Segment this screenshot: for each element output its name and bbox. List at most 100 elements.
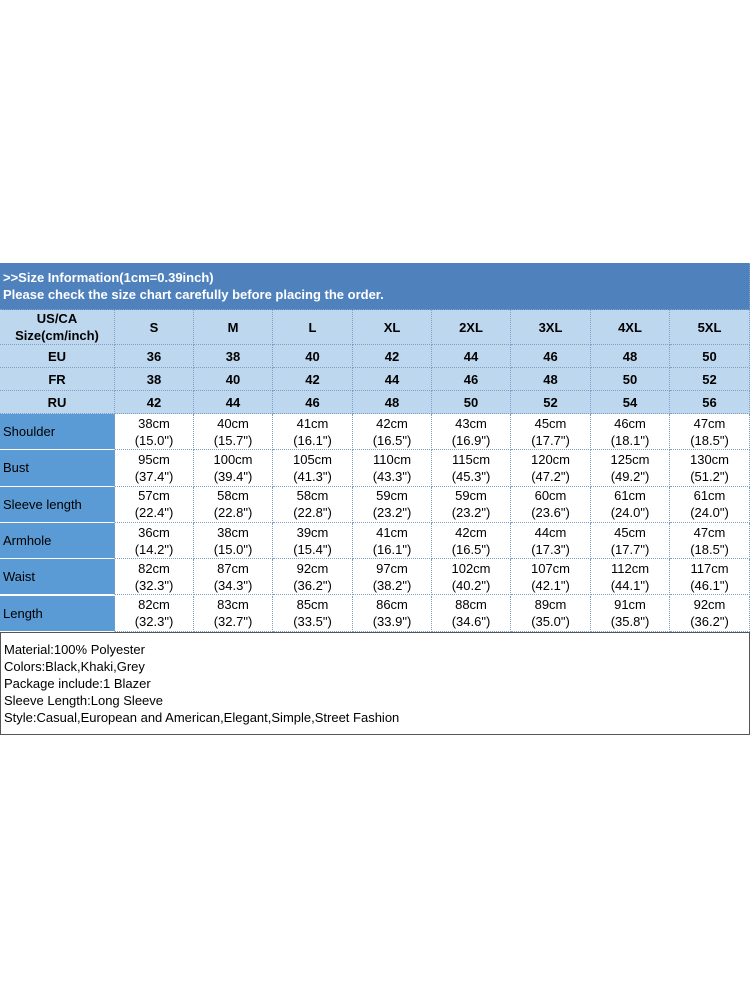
measurement-cell: 41cm (16.1") bbox=[353, 522, 432, 560]
cm-value: 59cm bbox=[376, 488, 408, 504]
size-cell: 2XL bbox=[432, 310, 511, 345]
region-label: FR bbox=[48, 371, 66, 387]
cm-value: 89cm bbox=[534, 597, 567, 613]
region-size-cell: 44 bbox=[353, 368, 432, 391]
corner-cell: US/CA Size(cm/inch) bbox=[0, 310, 115, 345]
cm-value: 44cm bbox=[534, 524, 567, 540]
measurement-cell: 61cm (24.0") bbox=[591, 486, 670, 523]
measurement-label: Armhole bbox=[3, 533, 52, 549]
size-cell: M bbox=[194, 310, 273, 345]
inch-value: (41.3") bbox=[293, 468, 332, 484]
region-size-cell: 38 bbox=[194, 345, 273, 368]
inch-value: (33.5") bbox=[293, 614, 332, 630]
cm-value: 47cm bbox=[693, 415, 726, 431]
inch-value: (16.1") bbox=[293, 432, 332, 448]
inch-value: (46.1") bbox=[690, 577, 729, 593]
measurement-label: Bust bbox=[3, 460, 30, 476]
measurement-cell: 110cm (43.3") bbox=[353, 450, 432, 487]
corner-label: Size(cm/inch) bbox=[15, 328, 99, 343]
inch-value: (40.2") bbox=[451, 577, 491, 593]
cm-value: 115cm bbox=[451, 451, 491, 467]
cm-value: 38cm bbox=[217, 524, 249, 540]
inch-value: (44.1") bbox=[610, 577, 650, 593]
measurement-cell: 38cm (15.0") bbox=[194, 522, 273, 560]
measurement-cell: 47cm (18.5") bbox=[670, 414, 750, 451]
cm-value: 82cm bbox=[138, 560, 170, 576]
cm-value: 82cm bbox=[138, 597, 170, 613]
inch-value: (32.3") bbox=[134, 577, 174, 593]
inch-value: (22.8") bbox=[293, 505, 332, 521]
inch-value: (34.3") bbox=[213, 577, 253, 593]
cm-value: 39cm bbox=[296, 524, 329, 540]
inch-value: (14.2") bbox=[134, 541, 174, 557]
header-line: Please check the size chart carefully be… bbox=[3, 287, 384, 302]
cm-value: 95cm bbox=[138, 451, 170, 467]
inch-value: (32.3") bbox=[134, 614, 174, 630]
cm-value: 92cm bbox=[296, 560, 329, 576]
region-size: 48 bbox=[543, 371, 558, 387]
cm-value: 36cm bbox=[138, 524, 170, 540]
inch-value: (43.3") bbox=[372, 468, 412, 484]
region-label: EU bbox=[47, 348, 67, 364]
region-size: 50 bbox=[622, 371, 638, 387]
region-size: 52 bbox=[543, 394, 558, 410]
header: >>Size Information(1cm=0.39inch) Please c… bbox=[0, 263, 750, 310]
region-size-cell: 52 bbox=[670, 368, 750, 391]
inch-value: (15.4") bbox=[293, 541, 332, 557]
measurement-cell: 58cm (22.8") bbox=[273, 486, 353, 523]
cm-value: 58cm bbox=[217, 488, 249, 504]
region-size-cell: 50 bbox=[432, 391, 511, 414]
cm-value: 83cm bbox=[217, 597, 249, 613]
region-size-cell: 56 bbox=[670, 391, 750, 414]
header-line: >>Size Information(1cm=0.39inch) bbox=[3, 270, 214, 285]
inch-value: (15.7") bbox=[213, 432, 253, 448]
note-line: Style:Casual,European and American,Elega… bbox=[4, 710, 400, 725]
measurement-cell: 57cm (22.4") bbox=[115, 486, 194, 523]
measurement-cell: 59cm (23.2") bbox=[353, 486, 432, 523]
inch-value: (32.7") bbox=[213, 614, 253, 630]
inch-value: (16.1") bbox=[372, 541, 412, 557]
region-size-cell: 40 bbox=[273, 345, 353, 368]
region-size-cell: 44 bbox=[194, 391, 273, 414]
note-line: Colors:Black,Khaki,Grey bbox=[4, 659, 145, 674]
measurement-cell: 88cm (34.6") bbox=[432, 595, 511, 632]
region-size: 44 bbox=[225, 394, 241, 410]
measurement-cell: 115cm (45.3") bbox=[432, 450, 511, 487]
measurement-cell: 120cm (47.2") bbox=[511, 450, 591, 487]
measurement-cell: 38cm (15.0") bbox=[115, 414, 194, 451]
measurement-label: Waist bbox=[3, 569, 36, 585]
region-size: 52 bbox=[702, 371, 717, 387]
corner-label: US/CA bbox=[36, 311, 78, 326]
inch-value: (18.1") bbox=[610, 432, 650, 448]
inch-value: (23.2") bbox=[451, 505, 491, 521]
cm-value: 117cm bbox=[690, 560, 729, 576]
measurement-cell: 61cm (24.0") bbox=[670, 486, 750, 523]
cm-value: 43cm bbox=[455, 415, 487, 431]
inch-value: (16.5") bbox=[372, 432, 412, 448]
measurement-cell: 83cm (32.7") bbox=[194, 595, 273, 632]
cm-value: 107cm bbox=[530, 560, 571, 576]
measurement-cell: 97cm (38.2") bbox=[353, 559, 432, 596]
measurement-cell: 40cm (15.7") bbox=[194, 414, 273, 451]
note-line: Material:100% Polyester bbox=[4, 642, 145, 657]
inch-value: (22.8") bbox=[213, 505, 253, 521]
inch-value: (15.0") bbox=[213, 541, 253, 557]
size-cell: XL bbox=[353, 310, 432, 345]
size-label: 5XL bbox=[697, 319, 722, 335]
region-label-cell: RU bbox=[0, 391, 115, 414]
cm-value: 110cm bbox=[372, 451, 412, 467]
region-label-cell: EU bbox=[0, 345, 115, 368]
size-label: M bbox=[227, 319, 239, 335]
size-label: L bbox=[308, 319, 317, 335]
cm-value: 102cm bbox=[451, 560, 491, 576]
inch-value: (18.5") bbox=[690, 432, 729, 448]
measurement-cell: 47cm (18.5") bbox=[670, 522, 750, 560]
measurement-cell: 58cm (22.8") bbox=[194, 486, 273, 523]
cm-value: 88cm bbox=[455, 597, 487, 613]
inch-value: (17.7") bbox=[531, 432, 570, 448]
cm-value: 91cm bbox=[614, 597, 646, 613]
region-size-cell: 38 bbox=[115, 368, 194, 391]
inch-value: (24.0") bbox=[690, 505, 729, 521]
inch-value: (33.9") bbox=[372, 614, 412, 630]
